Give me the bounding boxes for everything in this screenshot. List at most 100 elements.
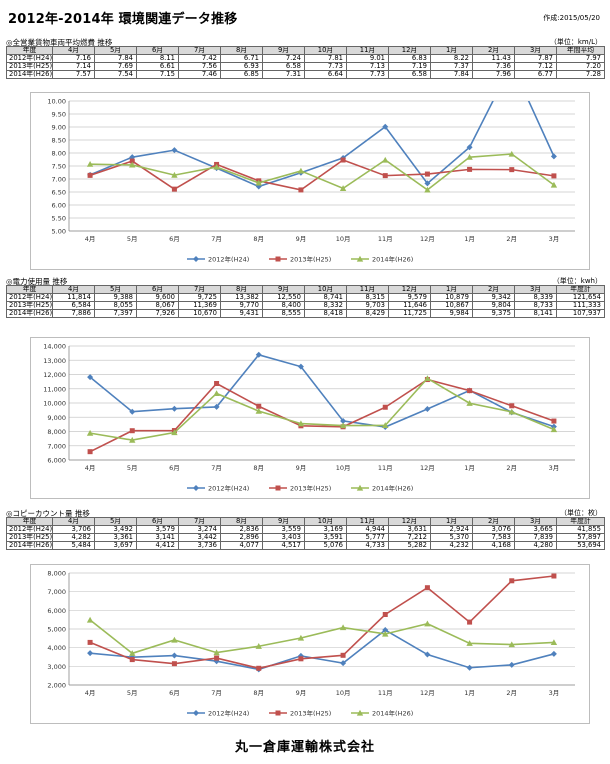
table-cell: 7.56 — [178, 62, 221, 71]
data-point — [550, 181, 558, 188]
row-total: 7.97 — [556, 54, 605, 63]
table-cell: 11,646 — [388, 301, 431, 310]
x-tick-label: 8月 — [253, 464, 264, 472]
header-year: 年度 — [6, 46, 53, 55]
table-row: 2012年(H24) 7.16 7.84 8.11 7.42 6.71 7.24 7.81 9.… — [6, 54, 605, 63]
row-label: 2013年(H25) — [6, 62, 53, 71]
header-month: 1月 — [430, 517, 473, 526]
header-month: 5月 — [94, 285, 137, 294]
x-tick-label: 2月 — [506, 235, 517, 243]
x-tick-label: 3月 — [549, 464, 560, 472]
x-tick-label: 12月 — [420, 235, 435, 243]
data-point — [171, 652, 178, 659]
data-point — [87, 639, 93, 645]
data-point — [171, 636, 178, 643]
table-cell: 2,836 — [220, 525, 263, 534]
data-point — [424, 620, 431, 627]
legend-marker — [356, 255, 364, 262]
table-cell: 3,665 — [514, 525, 557, 534]
table-cell: 3,579 — [136, 525, 179, 534]
table-cell: 9,375 — [472, 309, 515, 318]
page-title: 2012年-2014年 環境関連データ推移 — [8, 12, 238, 27]
data-point — [86, 429, 94, 436]
data-point — [213, 390, 220, 397]
power-table: 年度 4月 5月 6月 7月 8月 9月 10月 11月 12月 1月 2月 3月 年度計 2012年(H2… — [6, 285, 605, 318]
table-cell: 3,076 — [472, 525, 515, 534]
table-cell: 5,777 — [346, 533, 389, 542]
header-month: 6月 — [136, 517, 179, 526]
table-row: 2012年(H24) 11,814 9,388 9,600 9,725 13,382 12,… — [6, 293, 605, 302]
copy-table: 年度 4月 5月 6月 7月 8月 9月 10月 11月 12月 1月 2月 3月 年度計 2012年(H2… — [6, 517, 605, 550]
data-point — [255, 351, 262, 358]
data-point — [466, 640, 473, 646]
legend-marker — [275, 256, 281, 262]
table-cell: 7.84 — [94, 54, 137, 63]
data-point — [297, 420, 305, 427]
table-cell: 9.01 — [346, 54, 389, 63]
header-total: 年度計 — [556, 517, 605, 526]
legend-label: 2013年(H25) — [290, 484, 331, 493]
series-line — [89, 353, 555, 428]
table-cell: 2,924 — [430, 525, 473, 534]
data-point — [255, 643, 262, 649]
y-tick-label: 8,000 — [47, 428, 66, 436]
data-point — [424, 186, 431, 193]
table-cell: 6.85 — [220, 70, 263, 79]
table-cell: 10,670 — [178, 309, 221, 318]
header-month: 7月 — [178, 285, 221, 294]
header-month: 7月 — [178, 517, 221, 526]
table-cell: 4,077 — [220, 541, 263, 550]
series-line — [89, 377, 555, 441]
x-tick-label: 3月 — [549, 689, 560, 697]
data-point — [87, 449, 93, 455]
x-tick-label: 6月 — [169, 689, 180, 697]
table-cell: 9,431 — [220, 309, 263, 318]
header-month: 6月 — [136, 46, 179, 55]
header-month: 10月 — [304, 517, 347, 526]
table-cell: 4,733 — [346, 541, 389, 550]
table-cell: 7.46 — [178, 70, 221, 79]
header-total: 年間平均 — [556, 46, 605, 55]
table-cell: 6.83 — [388, 54, 431, 63]
y-tick-label: 10,000 — [43, 400, 66, 408]
data-point — [298, 187, 304, 193]
header-month: 2月 — [472, 285, 515, 294]
data-point — [551, 418, 557, 424]
data-point — [297, 363, 304, 370]
table-cell: 4,282 — [52, 533, 95, 542]
y-tick-label: 5.00 — [52, 228, 66, 236]
data-point — [87, 374, 94, 381]
row-label: 2012年(H24) — [6, 525, 53, 534]
table-cell: 4,517 — [262, 541, 305, 550]
header-month: 10月 — [304, 46, 347, 55]
data-point — [466, 664, 473, 671]
header-year: 年度 — [6, 285, 53, 294]
data-point — [213, 403, 220, 410]
data-point — [86, 160, 94, 167]
x-tick-label: 10月 — [336, 235, 351, 243]
data-point — [382, 156, 389, 163]
header-month: 4月 — [52, 517, 95, 526]
table-cell: 11.43 — [472, 54, 515, 63]
table-cell: 3,141 — [136, 533, 179, 542]
company-name: 丸一倉庫運輸株式会社 — [234, 740, 375, 755]
y-tick-label: 9,000 — [47, 414, 66, 422]
data-point — [508, 408, 515, 415]
header-month: 11月 — [346, 517, 389, 526]
series-line — [90, 153, 555, 191]
series-line — [89, 378, 555, 453]
data-point — [339, 422, 347, 429]
table-cell: 6.71 — [220, 54, 263, 63]
table-cell: 3,697 — [94, 541, 137, 550]
header-month: 8月 — [220, 46, 263, 55]
row-total: 121,654 — [556, 293, 605, 302]
table-cell: 6.93 — [220, 62, 263, 71]
table-cell: 7.31 — [262, 70, 305, 79]
table-cell: 5,282 — [388, 541, 431, 550]
header-month: 9月 — [262, 285, 305, 294]
table-cell: 10,879 — [430, 293, 473, 302]
y-tick-label: 6.00 — [52, 202, 66, 210]
data-point — [297, 634, 305, 641]
table-cell: 7,839 — [514, 533, 557, 542]
header-total: 年度計 — [556, 285, 605, 294]
